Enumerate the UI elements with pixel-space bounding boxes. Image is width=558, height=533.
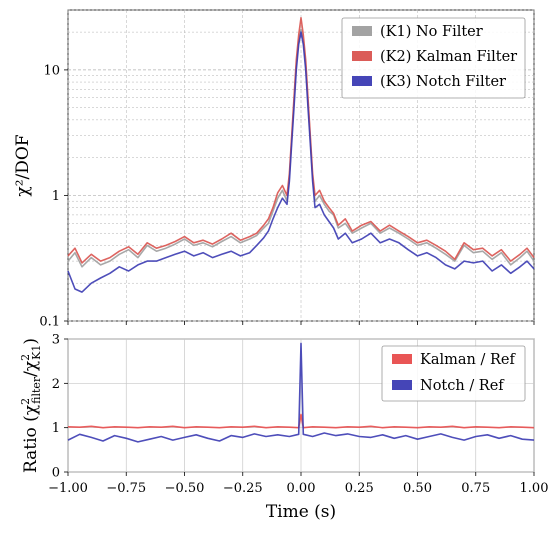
ratio-y-label-sub-k1: K1 — [30, 345, 43, 360]
ratio-x-tick-label: −0.50 — [165, 481, 205, 496]
chi2-y-tick-label: 1 — [52, 189, 60, 204]
chi2-legend-swatch — [352, 51, 372, 61]
ratio-legend-label: Kalman / Ref — [420, 352, 516, 368]
ratio-x-tick-label: −1.00 — [48, 481, 88, 496]
ratio-y-tick-label: 1 — [52, 421, 60, 436]
chi2-legend-label: (K2) Kalman Filter — [380, 49, 517, 65]
chi2-y-tick-label: 0.1 — [39, 315, 60, 330]
chi2-legend-swatch — [352, 76, 372, 86]
ratio-legend-swatch — [392, 354, 412, 364]
ratio-legend: Kalman / Ref Notch / Ref — [381, 345, 526, 402]
ratio-series-line-2 — [67, 342, 535, 443]
chi2-y-axis-label: χ²/DOF — [13, 134, 33, 196]
chi2-series-group — [67, 17, 535, 293]
ratio-y-axis-label: Ratio (χ2filter/χ2K1) — [19, 338, 43, 473]
chi2-legend: (K1) No Filter (K2) Kalman Filter (K3) Not… — [341, 17, 526, 99]
ratio-y-label-sup-1: 2 — [19, 398, 32, 405]
ratio-y-tick-label: 3 — [52, 333, 60, 348]
chi2-legend-label: (K3) Notch Filter — [380, 74, 506, 90]
chi2-series-line-2 — [67, 17, 535, 264]
ratio-plot: 0 1 2 3 −1.00 −0.75 −0.50 −0.25 0.00 0.25 0.50 0.75… — [19, 333, 548, 523]
chi2-legend-swatch — [352, 26, 372, 36]
ratio-series-line-1 — [67, 413, 535, 429]
chi2-y-ticks: 0.1 1 10 — [39, 63, 535, 330]
ratio-y-label-mid: /χ — [21, 361, 41, 377]
chi2-plot: 0.1 1 10 χ²/DOF (K1) No Filter (K2) Kalman … — [13, 9, 535, 330]
time-x-axis-label: Time (s) — [266, 502, 336, 522]
ratio-legend-label: Notch / Ref — [420, 378, 505, 394]
ratio-series-group — [67, 342, 535, 443]
ratio-x-tick-label: 0.00 — [287, 481, 316, 496]
ratio-x-tick-label: 1.00 — [520, 481, 549, 496]
ratio-x-tick-label: 0.75 — [461, 481, 490, 496]
ratio-x-tick-label: −0.25 — [223, 481, 263, 496]
ratio-legend-box — [381, 345, 526, 402]
chi2-series-line-3 — [67, 31, 535, 293]
ratio-legend-swatch — [392, 380, 412, 390]
ratio-x-tick-label: 0.50 — [403, 481, 432, 496]
ratio-y-label-sub-filter: filter — [30, 376, 43, 404]
chi2-legend-label: (K1) No Filter — [380, 24, 483, 40]
chi2-y-tick-label: 10 — [43, 63, 60, 78]
ratio-x-tick-label: −0.75 — [106, 481, 146, 496]
ratio-y-label-sup-2: 2 — [19, 354, 32, 361]
chi2-series-line-1 — [67, 28, 535, 268]
ratio-y-tick-label: 2 — [52, 377, 60, 392]
ratio-y-label-prefix: Ratio (χ — [21, 405, 41, 473]
ratio-y-tick-label: 0 — [52, 466, 60, 481]
ratio-x-tick-label: 0.25 — [345, 481, 374, 496]
ratio-ticks: 0 1 2 3 −1.00 −0.75 −0.50 −0.25 0.00 0.25 0.50 0.75… — [48, 333, 548, 497]
chi2-legend-box — [341, 17, 526, 99]
ratio-y-label-suffix: ) — [21, 338, 41, 345]
